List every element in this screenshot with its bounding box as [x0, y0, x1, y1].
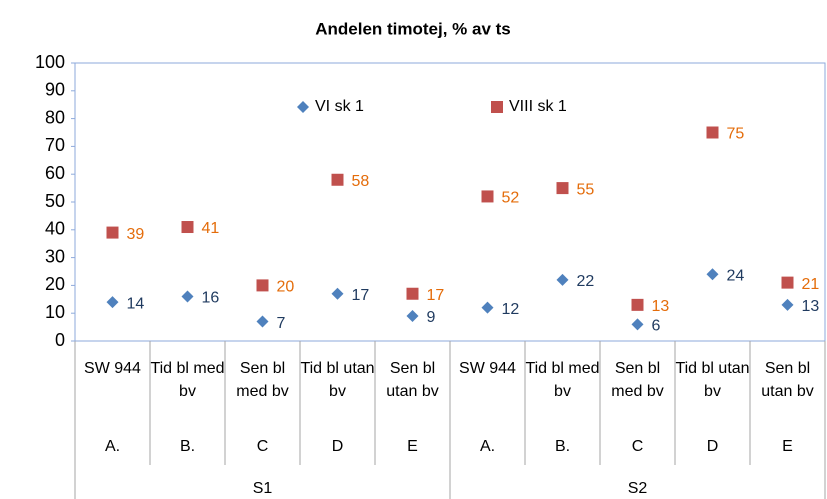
data-label: 17 — [427, 287, 445, 304]
category-label: Tid bl med bv — [525, 360, 600, 400]
category-letter: E — [407, 438, 418, 455]
point — [631, 318, 644, 331]
data-label: 21 — [802, 276, 820, 293]
y-tick-label: 100 — [35, 52, 65, 72]
data-label: 13 — [802, 298, 820, 315]
data-label: 55 — [577, 181, 595, 198]
data-label: 14 — [127, 295, 145, 312]
y-tick-label: 0 — [55, 330, 65, 350]
category-label: SW 944 — [84, 360, 141, 377]
category-letter: A. — [479, 438, 496, 455]
y-tick-label: 70 — [45, 135, 65, 155]
point — [706, 126, 719, 139]
group-label: S1 — [252, 480, 273, 497]
data-label: 20 — [277, 279, 295, 296]
point — [106, 296, 119, 309]
data-label: 17 — [352, 287, 370, 304]
point — [556, 273, 569, 286]
data-label: 6 — [652, 318, 661, 335]
category-label: Sen bl utan bv — [386, 360, 439, 400]
legend-marker — [491, 101, 503, 113]
data-label: 9 — [427, 309, 436, 326]
category-letter: C — [256, 438, 269, 455]
point — [256, 279, 269, 292]
point — [631, 298, 644, 311]
y-tick-label: 90 — [45, 80, 65, 100]
point — [781, 276, 794, 289]
category-label: Sen bl med bv — [611, 360, 664, 400]
point — [181, 290, 194, 303]
data-label: 24 — [727, 267, 745, 284]
data-label: 39 — [127, 226, 145, 243]
y-tick-label: 50 — [45, 191, 65, 211]
legend-label: VI sk 1 — [315, 98, 364, 115]
category-label: Sen bl utan bv — [761, 360, 814, 400]
chart-title: Andelen timotej, % av ts — [315, 19, 511, 38]
point — [706, 268, 719, 281]
point — [481, 301, 494, 314]
y-tick-label: 40 — [45, 219, 65, 239]
data-label: 52 — [502, 190, 520, 207]
point — [481, 190, 494, 203]
category-letter: D — [706, 438, 719, 455]
legend-label: VIII sk 1 — [509, 98, 567, 115]
data-label: 22 — [577, 273, 595, 290]
category-letter: C — [631, 438, 644, 455]
data-label: 16 — [202, 290, 220, 307]
y-tick-label: 20 — [45, 274, 65, 294]
point — [181, 221, 194, 234]
point — [406, 309, 419, 322]
point — [406, 287, 419, 300]
category-label: Tid bl utan bv — [300, 360, 375, 400]
y-tick-label: 30 — [45, 246, 65, 266]
point — [106, 226, 119, 239]
point — [256, 315, 269, 328]
y-tick-label: 10 — [45, 302, 65, 322]
data-label: 12 — [502, 301, 520, 318]
point — [556, 182, 569, 195]
point — [781, 298, 794, 311]
point — [331, 287, 344, 300]
category-dividers — [74, 341, 826, 499]
y-tick-label: 80 — [45, 107, 65, 127]
y-tick-label: 60 — [45, 163, 65, 183]
category-label: Tid bl med bv — [150, 360, 225, 400]
data-label: 41 — [202, 220, 220, 237]
category-letter: A. — [104, 438, 121, 455]
category-letter: B. — [554, 438, 571, 455]
category-label: SW 944 — [459, 360, 516, 377]
category-letter: E — [782, 438, 793, 455]
category-letter: D — [331, 438, 344, 455]
data-label: 58 — [352, 173, 370, 190]
data-label: 13 — [652, 298, 670, 315]
category-label: Tid bl utan bv — [675, 360, 750, 400]
group-label: S2 — [627, 480, 648, 497]
point — [331, 173, 344, 186]
data-label: 7 — [277, 315, 286, 332]
category-label: Sen bl med bv — [236, 360, 289, 400]
category-letter: B. — [179, 438, 196, 455]
data-label: 75 — [727, 126, 745, 143]
legend-marker — [297, 101, 309, 113]
